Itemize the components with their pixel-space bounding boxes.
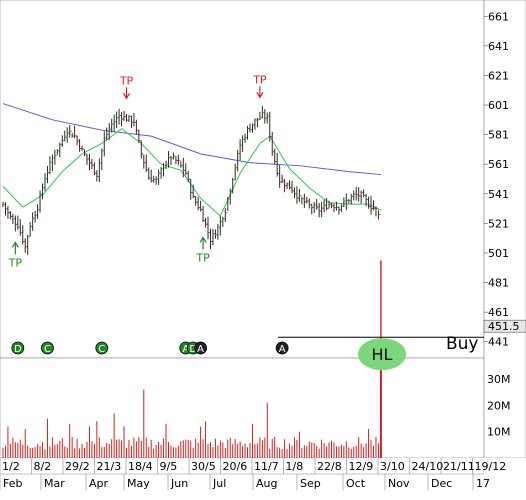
long-moving-average-line <box>2 103 381 176</box>
date-tick-label: 29/2 <box>65 460 90 473</box>
month-tick-label: Apr <box>89 477 109 490</box>
month-tick-label: Feb <box>3 477 22 490</box>
tp-marker: TP <box>119 74 134 100</box>
price-tick-label: 461 <box>488 306 509 319</box>
price-tick-label: 601 <box>488 99 509 112</box>
date-tick-label: 3/10 <box>380 460 405 473</box>
date-tick-label: 12/9 <box>349 460 374 473</box>
price-tick-label: 521 <box>488 217 509 230</box>
hl-annotation: HL <box>358 338 406 371</box>
buy-label: Buy <box>446 334 479 354</box>
price-axis <box>483 0 526 459</box>
date-tick-label: 9/5 <box>160 460 178 473</box>
tp-label: TP <box>119 74 134 87</box>
arrow-down-icon <box>122 93 131 100</box>
volume-tick-labels: 30M 20M 10M <box>487 373 511 439</box>
event-marker: A <box>275 341 289 355</box>
date-tick-label: 20/6 <box>223 460 248 473</box>
event-marker-label: C <box>44 344 51 355</box>
date-tick-label: 11/7 <box>254 460 279 473</box>
date-tick-label: 19/12 <box>475 460 507 473</box>
tp-marker: TP <box>195 236 210 264</box>
event-marker-label: A <box>197 344 204 355</box>
price-tick-label: 641 <box>488 40 509 53</box>
tp-label: TP <box>8 256 23 269</box>
volume-tick-label: 10M <box>487 426 511 439</box>
date-tick-label: 8/2 <box>34 460 52 473</box>
last-price-marker: 451.5 <box>483 319 526 333</box>
price-tick-labels: 661 641 621 601 581 561 541 521 501 481 461 441 <box>488 10 509 348</box>
volume-pane <box>0 357 485 459</box>
date-tick-label: 21/3 <box>97 460 122 473</box>
date-tick-label: 1/8 <box>286 460 304 473</box>
volume-bars <box>2 363 382 458</box>
month-tick-label: Oct <box>346 477 366 490</box>
month-tick-label: Dec <box>431 477 452 490</box>
price-tick-label: 481 <box>488 277 509 290</box>
tp-markers: TP TP TP TP <box>8 73 267 269</box>
month-tick-label: Nov <box>388 477 410 490</box>
tp-marker: TP <box>8 241 23 269</box>
price-bars <box>2 105 382 344</box>
event-marker: D <box>11 341 25 355</box>
arrow-up-icon <box>199 236 207 243</box>
hl-label: HL <box>372 345 393 364</box>
month-tick-label: Jun <box>170 477 188 490</box>
tp-label: TP <box>195 251 210 264</box>
event-marker: C <box>95 341 109 355</box>
price-tick-label: 501 <box>488 247 509 260</box>
event-marker-label: A <box>182 344 189 355</box>
last-price-label: 451.5 <box>488 320 520 333</box>
event-marker-label: A <box>279 344 286 355</box>
short-moving-average-line <box>2 128 382 217</box>
event-marker-label: D <box>14 344 22 355</box>
date-tick-label: 30/5 <box>191 460 216 473</box>
date-tick-label: 22/8 <box>317 460 342 473</box>
price-tick-label: 621 <box>488 69 509 82</box>
date-axis <box>0 458 526 500</box>
price-pane <box>0 0 485 359</box>
price-tick-label: 441 <box>488 336 509 349</box>
month-tick-label: Sep <box>300 477 321 490</box>
arrow-down-icon <box>256 92 264 99</box>
price-tick-label: 561 <box>488 158 509 171</box>
month-tick-label: Mar <box>44 477 65 490</box>
date-tick-labels: 1/2 8/2 29/2 21/3 18/4 9/5 30/5 20/6 11/7 1/8 22/8… <box>2 460 506 473</box>
event-marker: C <box>41 341 54 355</box>
month-tick-labels: Feb Mar Apr May Jun Jul Aug Sep Oct Nov Dec 17 <box>3 477 490 490</box>
tp-marker: TP <box>252 73 267 99</box>
event-marker-label: C <box>98 344 105 355</box>
month-tick-label: Aug <box>256 477 277 490</box>
volume-tick-label: 30M <box>487 373 511 386</box>
date-tick-label: 21/11 <box>443 460 475 473</box>
month-tick-label: Jul <box>212 477 226 490</box>
tp-label: TP <box>252 73 267 86</box>
date-tick-label: 24/10 <box>412 460 444 473</box>
gridlines <box>0 15 488 490</box>
event-marker: A <box>194 341 208 355</box>
month-tick-label: 17 <box>476 477 490 490</box>
event-marker-label: D <box>189 344 197 355</box>
date-tick-label: 1/2 <box>2 460 20 473</box>
volume-tick-label: 20M <box>487 399 511 412</box>
price-tick-label: 661 <box>488 10 509 23</box>
price-tick-label: 541 <box>488 188 509 201</box>
month-tick-label: May <box>127 477 150 490</box>
arrow-up-icon <box>11 241 19 248</box>
price-tick-label: 581 <box>488 129 509 142</box>
date-tick-label: 18/4 <box>128 460 153 473</box>
